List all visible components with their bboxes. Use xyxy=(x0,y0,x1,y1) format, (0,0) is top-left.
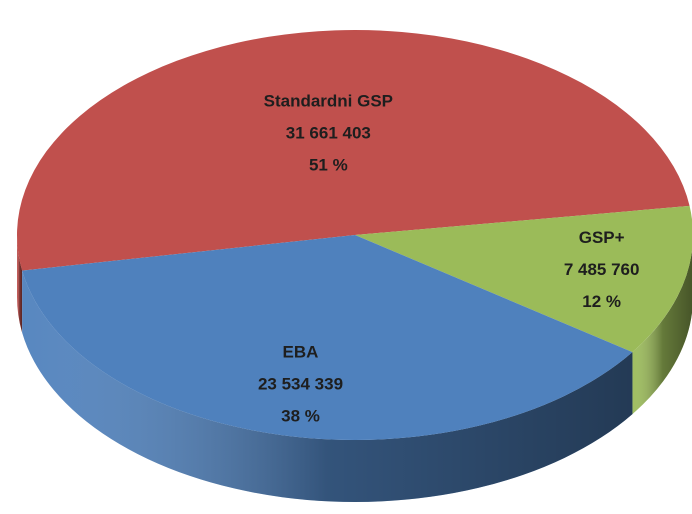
slice-label-percent: 38 % xyxy=(281,407,320,426)
slice xyxy=(22,235,633,440)
slice-label-value: 23 534 339 xyxy=(258,375,343,394)
slice-label-value: 31 661 403 xyxy=(286,123,371,142)
slice xyxy=(355,205,692,353)
slice xyxy=(17,29,690,271)
slice-label-percent: 51 % xyxy=(309,155,348,174)
slice-side-shade xyxy=(632,250,692,415)
slice-label-name: GSP+ xyxy=(579,228,625,247)
slice-side-shade xyxy=(22,270,633,503)
slice-label-percent: 12 % xyxy=(582,292,621,311)
slice-side-shade xyxy=(17,235,23,333)
slice-label-value: 7 485 760 xyxy=(564,260,640,279)
slice-label-name: EBA xyxy=(283,343,319,362)
slice-label-name: Standardni GSP xyxy=(264,91,393,110)
